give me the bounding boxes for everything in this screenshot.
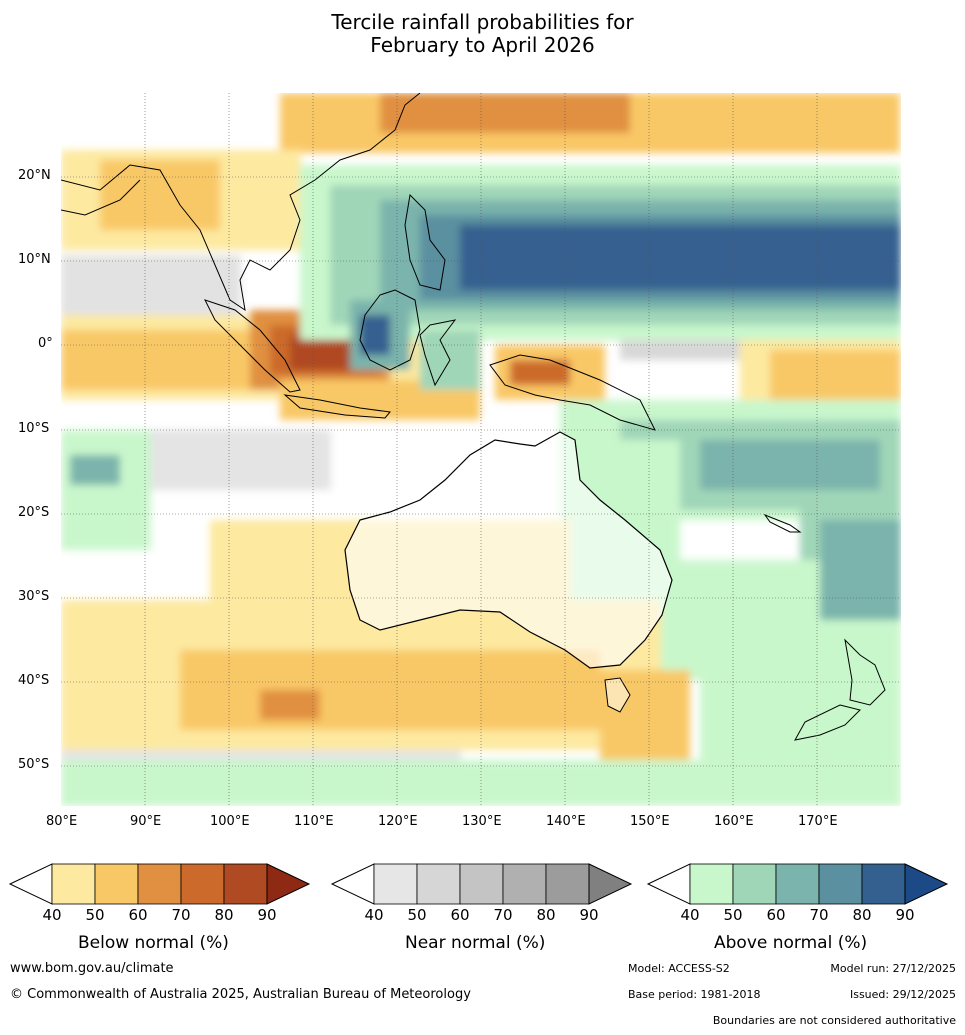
above-normal-segments: 40 50 60 70 80 90 <box>646 863 949 922</box>
colorbar-tick-label: 90 <box>257 906 276 922</box>
website-link[interactable]: www.bom.gov.au/climate <box>10 961 174 976</box>
new-caledonia-coastline <box>763 513 802 533</box>
lat-label: 30°S <box>18 589 50 604</box>
lon-label: 120°E <box>378 814 418 829</box>
colorbar-segment <box>732 863 777 905</box>
issued-text: Issued: 29/12/2025 <box>849 988 956 1001</box>
lon-label: 90°E <box>130 814 162 829</box>
new-zealand-south-island <box>794 704 861 741</box>
lat-label: 0° <box>38 336 53 351</box>
near-normal-segments: 40 50 60 70 80 90 <box>330 863 633 922</box>
lat-label: 50°S <box>18 757 50 772</box>
colorbar-segment <box>94 863 139 905</box>
java-coastline <box>283 394 391 419</box>
colorbar-segment <box>51 863 96 905</box>
colorbar-extend-high <box>588 863 633 905</box>
colorbar-tick-label: 90 <box>895 906 914 922</box>
colorbar-extend-low <box>8 863 53 905</box>
colorbar-extend-low <box>330 863 375 905</box>
model-run-text: Model run: 27/12/2025 <box>830 962 956 975</box>
tasmania-coastline <box>604 677 631 713</box>
colorbar-tick-label: 70 <box>809 906 828 922</box>
lon-label: 160°E <box>714 814 754 829</box>
india-coastline <box>61 179 141 216</box>
above-normal-colorbar: 40 50 60 70 80 90 <box>646 863 949 922</box>
lat-label: 20°N <box>18 168 51 183</box>
colorbar-segment <box>818 863 863 905</box>
colorbar-segment <box>545 863 590 905</box>
colorbar-tick-label: 80 <box>852 906 871 922</box>
colorbar-segment <box>459 863 504 905</box>
title-line-1: Tercile rainfall probabilities for <box>331 10 634 34</box>
below-normal-colorbar: 40 50 60 70 80 90 <box>8 863 311 922</box>
colorbar-tick-label: 40 <box>680 906 699 922</box>
lon-label: 150°E <box>630 814 670 829</box>
lon-label: 170°E <box>798 814 838 829</box>
colorbar-extend-low <box>646 863 691 905</box>
colorbar-segment <box>775 863 820 905</box>
colorbar-tick-label: 60 <box>450 906 469 922</box>
colorbar-tick-label: 40 <box>42 906 61 922</box>
new-zealand-north-island <box>844 638 886 706</box>
colorbar-segment <box>861 863 906 905</box>
lon-label: 80°E <box>46 814 78 829</box>
above-normal-label: Above normal (%) <box>714 933 868 953</box>
colorbar-segment <box>180 863 225 905</box>
below-normal-label: Below normal (%) <box>78 933 229 953</box>
colorbar-tick-label: 80 <box>214 906 233 922</box>
colorbar-extend-high <box>904 863 949 905</box>
asia-coastline <box>61 93 421 312</box>
lat-label: 40°S <box>18 673 50 688</box>
australia-coastline <box>344 431 673 669</box>
near-normal-colorbar: 40 50 60 70 80 90 <box>330 863 633 922</box>
colorbar-extend-high <box>266 863 311 905</box>
lat-label: 10°S <box>18 421 50 436</box>
lon-label: 130°E <box>462 814 502 829</box>
colorbar-tick-label: 70 <box>171 906 190 922</box>
sulawesi-coastline <box>419 319 457 387</box>
copyright-text: © Commonwealth of Australia 2025, Austra… <box>10 987 471 1002</box>
near-normal-label: Near normal (%) <box>405 933 546 953</box>
graticule <box>61 93 901 806</box>
lat-label: 20°S <box>18 505 50 520</box>
colorbar-tick-label: 50 <box>407 906 426 922</box>
colorbar-segment <box>137 863 182 905</box>
colorbar-tick-label: 70 <box>493 906 512 922</box>
lon-label: 100°E <box>210 814 250 829</box>
colorbar-segment <box>502 863 547 905</box>
colorbar-tick-label: 60 <box>128 906 147 922</box>
philippines-coastline <box>404 193 446 291</box>
sumatra-coastline <box>204 299 301 393</box>
colorbar-tick-label: 80 <box>536 906 555 922</box>
colorbar-tick-label: 50 <box>85 906 104 922</box>
lon-label: 140°E <box>546 814 586 829</box>
colorbar-segment <box>416 863 461 905</box>
base-period-text: Base period: 1981-2018 <box>628 988 761 1001</box>
lon-label: 110°E <box>294 814 334 829</box>
colorbar-tick-label: 50 <box>723 906 742 922</box>
title-line-2: February to April 2026 <box>370 33 595 57</box>
colorbar-segment <box>373 863 418 905</box>
colorbar-tick-label: 40 <box>364 906 383 922</box>
colorbar-segment <box>689 863 734 905</box>
disclaimer-text: Boundaries are not considered authoritat… <box>712 1014 956 1027</box>
lat-label: 10°N <box>18 252 51 267</box>
colorbar-segment <box>223 863 268 905</box>
colorbar-tick-label: 60 <box>766 906 785 922</box>
model-text: Model: ACCESS-S2 <box>628 962 730 975</box>
below-normal-segments: 40 50 60 70 80 90 <box>8 863 311 922</box>
colorbar-tick-label: 90 <box>579 906 598 922</box>
